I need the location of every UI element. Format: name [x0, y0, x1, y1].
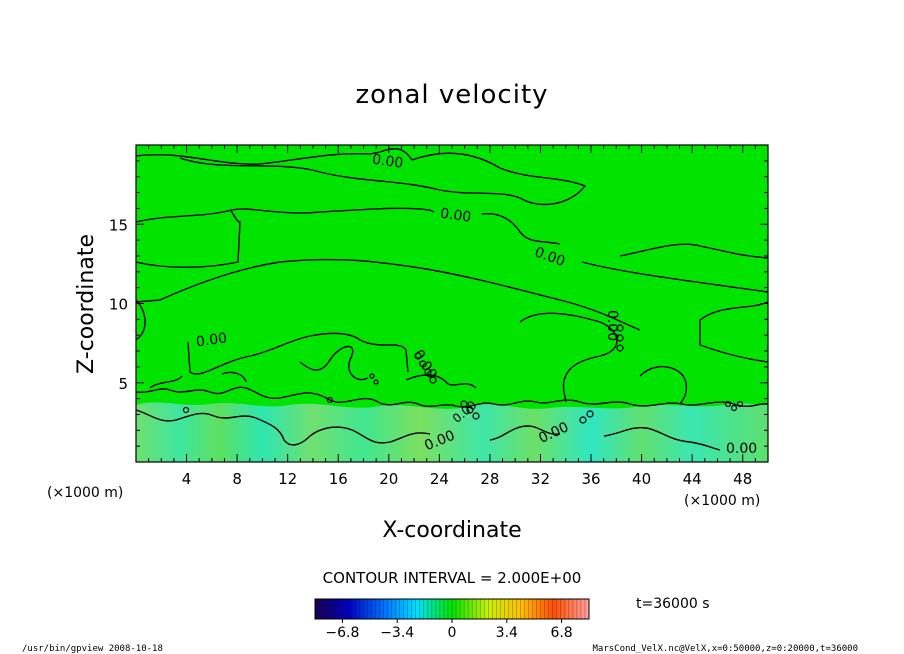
footer-right: MarsCond_VelX.nc@VelX,x=0:50000,z=0:2000… [592, 644, 858, 654]
contour-label: 0.00 [726, 441, 757, 457]
contour-dot [586, 410, 594, 418]
colorbar: −6.8 −3.4 0 3.4 6.8 [314, 598, 590, 641]
footer-left: /usr/bin/gpview 2008-10-18 [22, 644, 163, 654]
contour-line [699, 301, 768, 363]
contour-line [519, 312, 618, 403]
contour-dot [460, 400, 468, 408]
y-tick-label: 10 [109, 296, 128, 314]
contour-label: 0.00 [195, 330, 228, 350]
contour-dot [429, 376, 437, 384]
y-tick-label: 15 [109, 216, 128, 234]
contour-line [619, 243, 768, 259]
y-axis-label: Z-coordinate [74, 234, 99, 374]
contour-line [149, 371, 247, 389]
contour-line [136, 207, 768, 293]
contour-label: 0.00 [439, 206, 472, 226]
contour-label: 0.00 [371, 152, 404, 172]
contour-line [299, 345, 369, 381]
colorbar-tick-label: 6.8 [550, 625, 572, 641]
y-tick-labels: 5 10 15 [109, 216, 128, 393]
time-label: t=36000 s [636, 596, 710, 612]
contour-dot [369, 373, 375, 379]
contour-line [136, 258, 641, 331]
contour-dot [419, 360, 427, 368]
x-tick-labels: 4 8 12 16 20 24 28 32 36 40 44 48 [182, 470, 752, 488]
colorbar-tick-labels: −6.8 −3.4 0 3.4 6.8 [325, 625, 572, 641]
x-tick-label: 32 [531, 470, 550, 488]
contour-dot [472, 412, 480, 420]
colorbar-tick-label: 3.4 [496, 625, 518, 641]
x-tick-label: 24 [430, 470, 449, 488]
low-level-shading [136, 402, 768, 462]
contour-line [639, 365, 687, 405]
contour-line [136, 209, 241, 268]
y-axis-unit: (×1000 m) [47, 485, 123, 501]
x-axis-label: X-coordinate [382, 518, 521, 543]
contour-dot [616, 324, 624, 332]
contour-line [136, 386, 768, 408]
colorbar-tick-label: −6.8 [325, 625, 359, 641]
contour-dot [466, 406, 474, 414]
contour-line [136, 151, 587, 206]
contour-line [136, 409, 721, 451]
plot-area: 0.00 0.00 0.00 0.00 0.00 0.00 0.00 0.00 … [109, 144, 769, 488]
colorbar-ticks [341, 619, 563, 623]
x-tick-label: 4 [182, 470, 192, 488]
x-tick-label: 28 [480, 470, 499, 488]
x-tick-label: 20 [379, 470, 398, 488]
contour-line [405, 374, 477, 389]
contour-lines [136, 148, 768, 451]
contour-line [187, 332, 409, 375]
contour-dot [182, 406, 190, 414]
contour-dot [373, 379, 379, 385]
x-tick-label: 8 [232, 470, 242, 488]
x-tick-label: 36 [581, 470, 600, 488]
x-ticks [148, 145, 756, 462]
x-tick-label: 48 [733, 470, 752, 488]
x-tick-label: 40 [632, 470, 651, 488]
contour-dot [424, 368, 432, 376]
contour-interval-label: CONTOUR INTERVAL = 2.000E+00 [323, 569, 582, 587]
contour-dot [730, 404, 738, 412]
x-axis-unit: (×1000 m) [684, 493, 760, 509]
contour-line [379, 148, 413, 161]
x-tick-label: 44 [683, 470, 702, 488]
x-tick-label: 12 [278, 470, 297, 488]
contour-dot [579, 416, 587, 424]
contour-dot [736, 400, 744, 408]
contour-dot [724, 400, 732, 408]
y-tick-label: 5 [118, 375, 128, 393]
contour-line [136, 299, 146, 341]
y-ticks [136, 160, 768, 447]
contour-dot [616, 344, 624, 352]
colorbar-stripes [318, 599, 586, 619]
contour-dot [616, 334, 624, 342]
contour-label: 0.00 [604, 310, 620, 341]
contour-dot [414, 352, 422, 360]
colorbar-tick-label: −3.4 [380, 625, 414, 641]
contour-dots [182, 324, 744, 424]
colorbar-tick-label: 0 [448, 625, 457, 641]
chart-title: zonal velocity [355, 80, 548, 110]
contour-dot [326, 396, 334, 404]
x-tick-label: 16 [329, 470, 348, 488]
